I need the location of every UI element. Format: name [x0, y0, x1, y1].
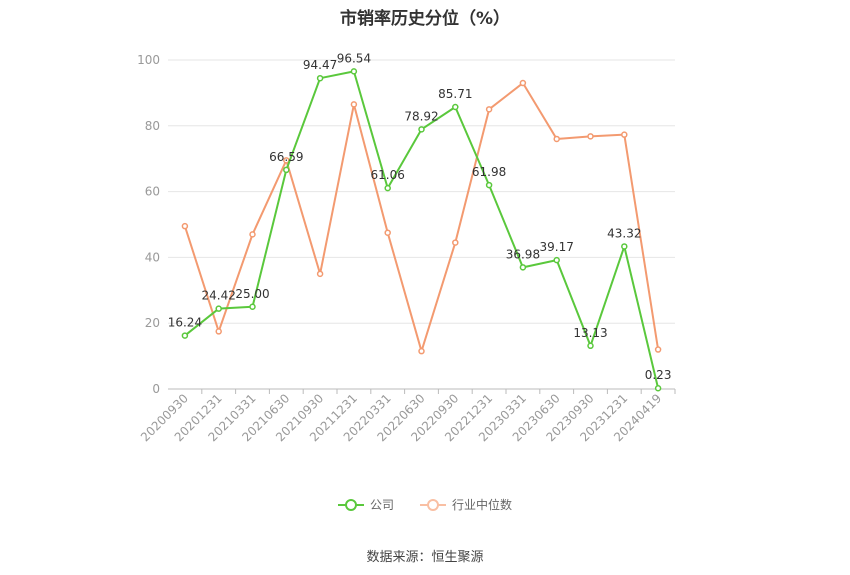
company-point: [350, 68, 358, 75]
company-point: [519, 264, 527, 271]
company-point: [384, 184, 391, 192]
company-data-label: 96.54: [337, 51, 371, 65]
y-tick-label: 100: [137, 53, 160, 67]
company-point: [553, 256, 560, 264]
y-tick-label: 20: [145, 316, 160, 330]
company-point: [621, 243, 628, 250]
grid-lines: [168, 59, 675, 324]
company-point: [485, 181, 493, 189]
company-point: [249, 303, 256, 310]
industry-median-point: [350, 101, 358, 108]
industry-median-point: [418, 347, 425, 355]
company-data-label: 0.23: [645, 368, 672, 382]
industry-median-point: [181, 222, 189, 230]
company-data-label: 78.92: [404, 109, 438, 123]
company-data-label: 43.32: [607, 226, 641, 240]
company-point: [587, 342, 594, 350]
company-data-label: 39.17: [540, 240, 574, 254]
y-tick-label: 60: [145, 185, 160, 199]
company-point: [215, 305, 222, 312]
industry-median-point: [519, 79, 527, 87]
industry-median-point: [249, 231, 256, 238]
company-point: [283, 166, 290, 174]
company-point: [418, 126, 425, 133]
legend-line-icon: [420, 498, 446, 511]
data-source: 数据来源：恒生聚源: [366, 550, 484, 565]
company-data-label: 61.98: [472, 165, 506, 179]
legend-item-company[interactable]: 公司: [337, 496, 394, 513]
industry-median-point: [452, 239, 459, 246]
company-point: [181, 332, 189, 339]
company-data-label: 66.59: [269, 150, 303, 164]
company-data-label: 25.00: [235, 287, 269, 301]
industry-median-point: [384, 229, 391, 236]
legend-label-industry-median: 行业中位数: [452, 498, 513, 512]
industry-median-point: [553, 135, 560, 143]
company-data-label: 13.13: [573, 326, 607, 340]
industry-median-point: [654, 346, 662, 353]
industry-median-point: [316, 270, 324, 278]
legend: 公司 行业中位数: [0, 496, 850, 513]
industry-median-point: [485, 106, 493, 113]
chart-title: 市销率历史分位（%）: [339, 9, 511, 29]
industry-median-point: [621, 131, 628, 138]
company-data-label: 94.47: [303, 58, 337, 72]
legend-label-company: 公司: [369, 498, 394, 512]
industry-median-point: [215, 328, 222, 335]
company-data-label: 61.06: [371, 168, 405, 182]
company-point: [452, 103, 459, 111]
y-tick-label: 0: [152, 382, 160, 396]
company-point: [316, 74, 324, 82]
company-data-label: 24.42: [202, 289, 236, 303]
company-data-label: 16.24: [168, 316, 202, 330]
line-chart: 0204060801002020093020201231202103312021…: [137, 51, 676, 444]
company-data-label: 85.71: [438, 87, 472, 101]
legend-line-icon: [337, 498, 364, 511]
company-point: [654, 384, 662, 392]
legend-item-industry-median[interactable]: 行业中位数: [420, 496, 512, 513]
industry-median-point: [587, 133, 594, 140]
company-data-label: 36.98: [506, 247, 540, 261]
series: [181, 68, 662, 392]
y-tick-label: 40: [145, 250, 160, 264]
y-tick-label: 80: [145, 119, 160, 133]
